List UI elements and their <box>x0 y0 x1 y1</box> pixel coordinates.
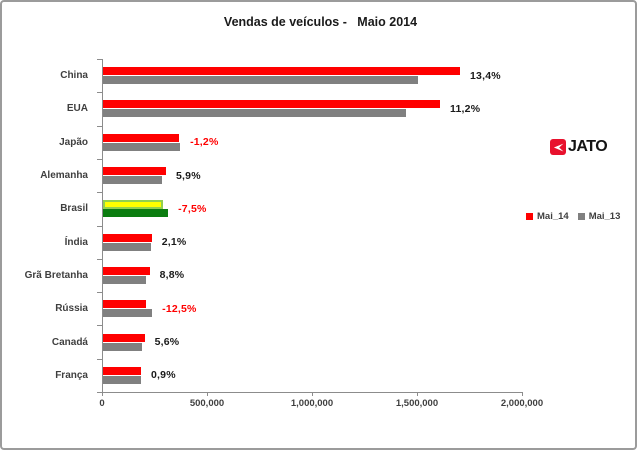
bar-mai14-gr-bretanha <box>103 266 150 275</box>
x-axis-tick <box>207 392 208 396</box>
category-label-alemanha: Alemanha <box>40 170 88 182</box>
pct-change-label: 8,8% <box>159 269 185 282</box>
pct-change-label: 13,4% <box>470 69 501 82</box>
bar-mai13-r-ssia <box>103 309 153 318</box>
pct-change-label: -7,5% <box>178 202 207 215</box>
legend-swatch-icon <box>526 213 533 220</box>
bar-mai14-brasil <box>103 200 164 210</box>
bar-mai13-fran-a <box>103 375 141 384</box>
category-label-gr-bretanha: Grã Bretanha <box>24 269 88 281</box>
y-axis-tick <box>97 225 102 227</box>
bar-mai13-eua <box>103 109 407 118</box>
bar-mai13-gr-bretanha <box>103 275 146 284</box>
x-axis-tick-label: 0 <box>99 398 105 409</box>
category-label-r-ssia: Rússia <box>55 303 88 315</box>
category-label-fran-a: França <box>55 369 88 381</box>
pct-change-label: 0,9% <box>151 369 176 382</box>
x-axis-tick <box>522 392 523 396</box>
bar-mai13-brasil <box>103 209 169 218</box>
bar-mai14-alemanha <box>103 167 166 176</box>
bar-mai14-r-ssia <box>103 300 147 309</box>
y-axis-tick <box>97 158 102 160</box>
bar-mai14-jap-o <box>103 133 180 142</box>
legend-item-mai_13: Mai_13 <box>577 211 621 222</box>
pct-change-label: 11,2% <box>450 102 481 115</box>
bar-mai14--ndia <box>103 233 152 242</box>
x-axis-tick-label: 2,000,000 <box>500 398 544 409</box>
y-axis-tick <box>97 325 102 327</box>
bar-mai14-eua <box>103 100 441 109</box>
y-axis-tick <box>97 292 102 294</box>
category-label-china: China <box>60 70 88 82</box>
x-axis-tick <box>102 392 103 396</box>
pct-change-label: -12,5% <box>162 302 197 315</box>
pct-change-label: 5,6% <box>154 336 180 349</box>
x-axis-tick-label: 1,000,000 <box>290 398 334 409</box>
pct-change-label: -1,2% <box>190 136 219 149</box>
y-axis-tick <box>97 192 102 194</box>
y-axis-tick <box>97 59 102 60</box>
bar-mai14-canad- <box>103 333 145 342</box>
pct-change-label: 5,9% <box>176 169 201 182</box>
category-label-canad-: Canadá <box>51 336 88 348</box>
bar-mai13-china <box>103 76 418 85</box>
pct-change-label: 2,1% <box>161 236 187 249</box>
category-label-eua: EUA <box>66 103 88 115</box>
bar-mai14-fran-a <box>103 366 141 375</box>
category-label--ndia: Índia <box>64 236 88 248</box>
x-axis-tick-label: 1,500,000 <box>395 398 439 409</box>
y-axis-tick <box>97 258 102 260</box>
legend-swatch-icon <box>577 213 585 220</box>
y-axis-tick <box>97 392 102 393</box>
jato-logo: JATO <box>550 138 608 156</box>
jato-logo-text: JATO <box>568 138 608 155</box>
y-axis-line <box>102 59 103 392</box>
chart-title: Vendas de veículos - Maio 2014 <box>223 15 418 29</box>
bar-mai13-canad- <box>103 342 143 351</box>
x-axis-tick <box>312 392 313 396</box>
bar-mai14-china <box>103 67 460 76</box>
jato-plane-icon <box>550 139 566 155</box>
category-label-brasil: Brasil <box>60 203 88 215</box>
legend-label: Mai_13 <box>588 211 621 222</box>
y-axis-tick <box>97 92 102 94</box>
legend-label: Mai_14 <box>537 211 569 222</box>
y-axis-tick <box>97 125 102 127</box>
legend-item-mai_14: Mai_14 <box>526 211 569 222</box>
x-axis-tick <box>417 392 418 396</box>
bar-mai13-alemanha <box>103 176 163 185</box>
bar-mai13-jap-o <box>103 142 181 151</box>
bar-mai13--ndia <box>103 242 151 251</box>
category-label-jap-o: Japão <box>59 136 88 148</box>
x-axis-tick-label: 500,000 <box>189 398 225 409</box>
legend: Mai_14 Mai_13 <box>526 211 620 222</box>
y-axis-tick <box>97 358 102 360</box>
